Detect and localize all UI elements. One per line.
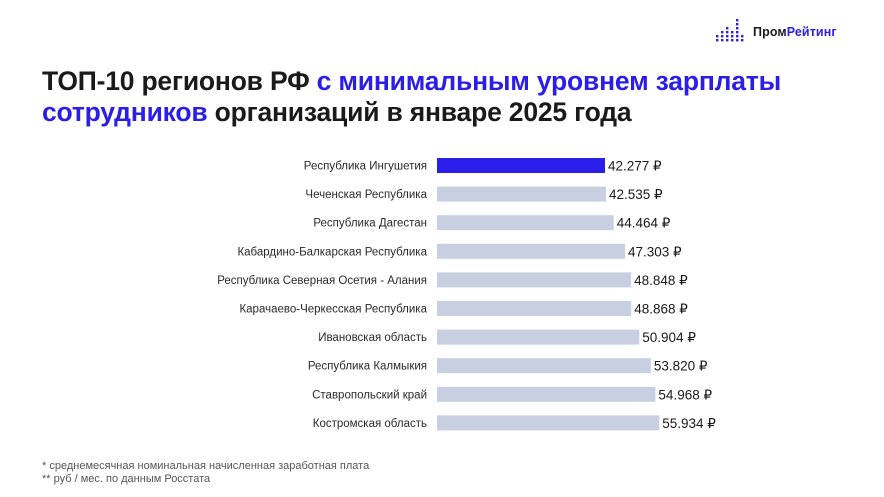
value-label: 55.934 ₽ [662, 416, 716, 431]
bar [437, 186, 607, 202]
footnote-2: ** руб / мес. по данным Росстата [42, 473, 211, 485]
title-accent: с минимальным уровнем зарплаты сотрудник… [42, 66, 782, 127]
value-label: 48.848 ₽ [634, 273, 688, 288]
dot-matrix-logo-icon [716, 19, 744, 42]
bar [437, 415, 660, 431]
category-label: Ставропольский край [312, 389, 427, 401]
value-label: 54.968 ₽ [658, 387, 712, 402]
footnote-1: * среднемесячная номинальная начисленная… [42, 460, 370, 472]
value-label: 44.464 ₽ [617, 216, 671, 231]
category-label: Республика Калмыкия [308, 361, 427, 373]
category-label: Республика Дагестан [313, 218, 427, 230]
bar [437, 272, 632, 288]
brand-name-part1: Пром [753, 25, 787, 39]
title-part3: организаций в январе 2025 года [207, 97, 632, 127]
category-label: Чеченская Республика [305, 189, 427, 201]
category-label: Костромская область [313, 418, 427, 430]
value-label: 47.303 ₽ [628, 244, 682, 259]
value-label: 53.820 ₽ [654, 359, 708, 374]
footnotes: * среднемесячная номинальная начисленная… [42, 460, 369, 486]
bar [437, 329, 640, 345]
bar-chart: Республика Ингушетия 42.277 ₽ Чеченская Ре… [217, 158, 716, 431]
value-label: 50.904 ₽ [642, 330, 696, 345]
bar [437, 358, 651, 374]
bar [437, 301, 632, 316]
title-part1: ТОП-10 регионов РФ [42, 66, 317, 96]
value-label: 42.535 ₽ [609, 187, 663, 202]
category-label: Республика Северная Осетия - Алания [217, 275, 427, 287]
page-title: ТОП-10 регионов РФ с минимальным уровнем… [42, 66, 842, 128]
category-label: Кабардино-Балкарская Республика [237, 246, 427, 258]
bar [437, 158, 605, 173]
bar [437, 243, 625, 259]
category-label: Ивановская область [318, 332, 427, 344]
brand-name: ПромРейтинг [753, 25, 837, 39]
bar [437, 386, 656, 402]
category-label: Республика Ингушетия [304, 161, 427, 173]
brand-name-part2: Рейтинг [786, 25, 837, 39]
category-label: Карачаево-Черкесская Республика [239, 304, 427, 316]
brand-logo: ПромРейтинг [716, 19, 837, 45]
value-label: 48.868 ₽ [634, 302, 688, 317]
bar [437, 215, 614, 231]
value-label: 42.277 ₽ [608, 159, 662, 174]
